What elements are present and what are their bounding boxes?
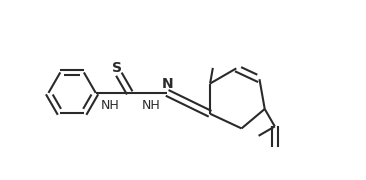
Text: NH: NH bbox=[141, 99, 160, 112]
Text: NH: NH bbox=[101, 99, 120, 112]
Text: S: S bbox=[112, 61, 123, 75]
Text: N: N bbox=[162, 77, 173, 91]
